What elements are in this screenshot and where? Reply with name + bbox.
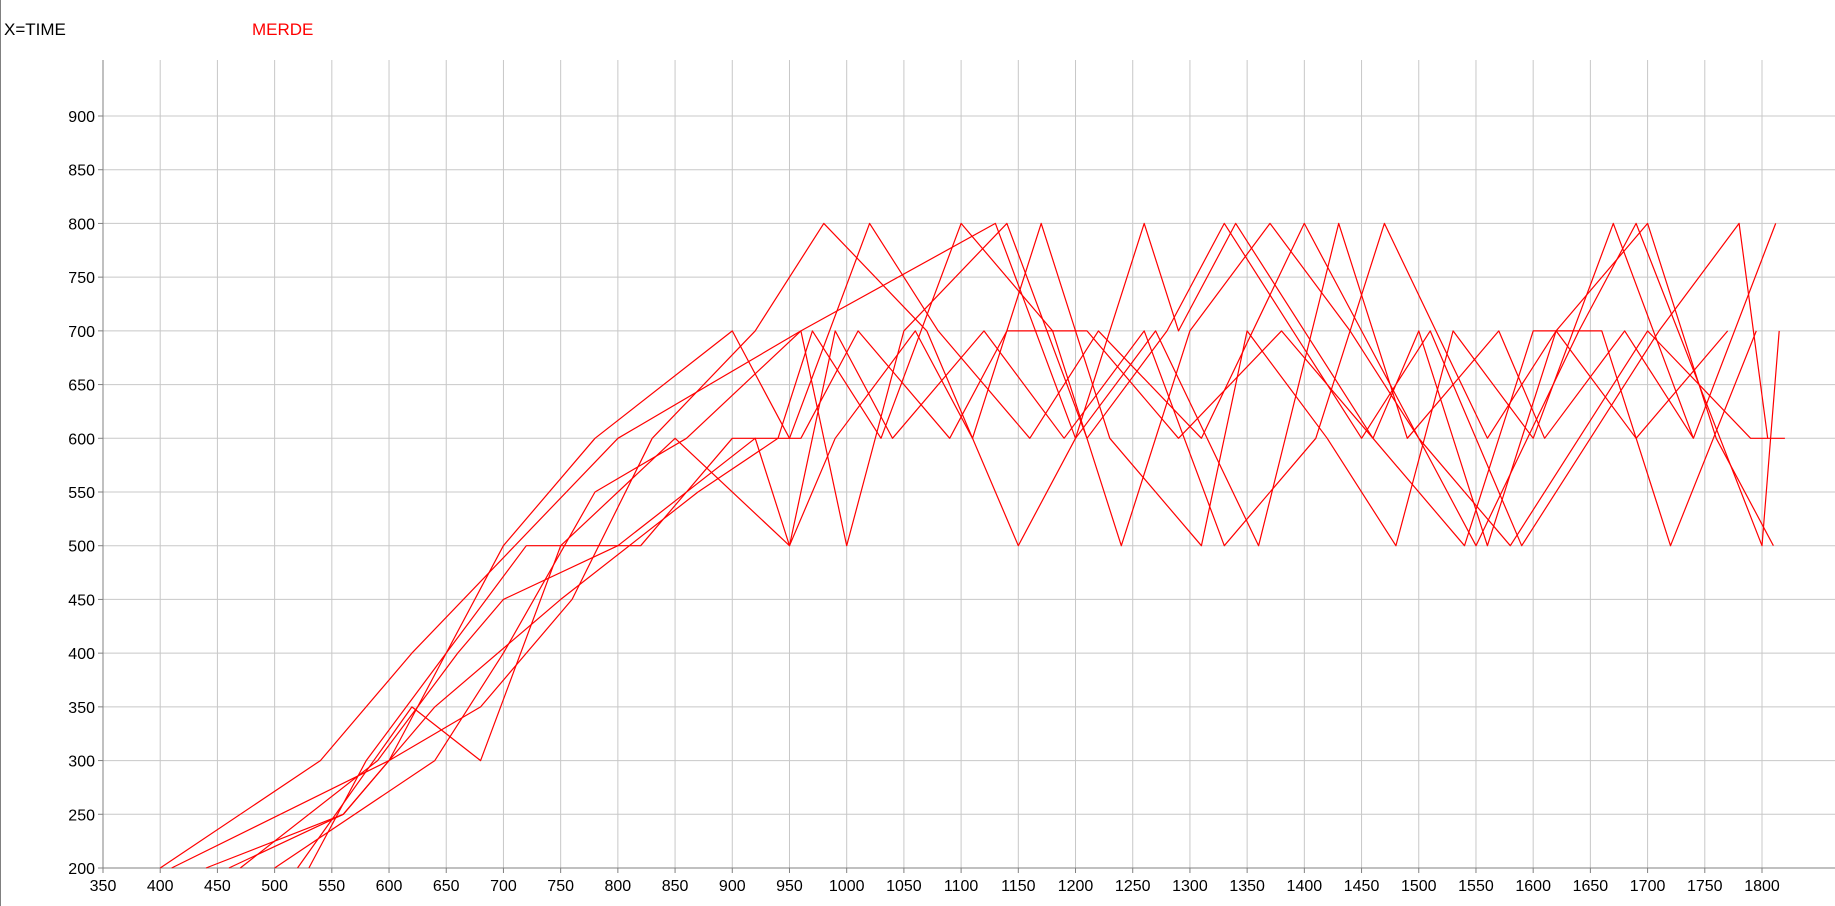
x-tick-label: 1100 (944, 878, 979, 895)
y-tick-label: 250 (68, 807, 95, 824)
x-tick-label: 550 (318, 878, 345, 895)
x-axis-label: X=TIME (4, 20, 66, 39)
x-tick-label: 850 (662, 878, 689, 895)
x-tick-label: 1450 (1344, 878, 1380, 895)
x-tick-label: 1050 (886, 878, 922, 895)
x-tick-labels: 350 400 450 500 550 600 650 700 750 800 850 900 950 1… (90, 878, 1780, 895)
y-tick-label: 800 (68, 216, 95, 233)
series-lines (159, 222, 1785, 869)
x-tick-label: 1350 (1229, 878, 1265, 895)
x-tick-label: 650 (433, 878, 460, 895)
x-tick-label: 1200 (1058, 878, 1094, 895)
x-tick-label: 1600 (1515, 878, 1551, 895)
y-tick-label: 600 (68, 431, 95, 448)
series-line-8 (308, 330, 1757, 869)
grid-lines (103, 60, 1835, 868)
y-tick-label: 450 (68, 592, 95, 609)
x-tick-label: 700 (490, 878, 517, 895)
y-tick-label: 300 (68, 754, 95, 771)
series-line-6 (274, 222, 1769, 869)
axes (98, 60, 1835, 873)
x-tick-label: 1000 (829, 878, 865, 895)
x-tick-label: 1800 (1744, 878, 1780, 895)
y-tick-label: 550 (68, 485, 95, 502)
y-tick-label: 350 (68, 700, 95, 717)
x-tick-label: 1700 (1630, 878, 1666, 895)
y-tick-label: 850 (68, 163, 95, 180)
x-tick-label: 450 (204, 878, 231, 895)
legend-series-label: MERDE (252, 20, 314, 39)
y-tick-label: 500 (68, 539, 95, 556)
series-line-4 (239, 222, 1729, 869)
x-tick-label: 1150 (1001, 878, 1036, 895)
x-tick-label: 600 (376, 878, 403, 895)
x-tick-label: 350 (90, 878, 117, 895)
y-tick-labels: 200 250 300 350 400 450 500 550 600 650 700 750 800 8… (68, 109, 95, 878)
window-left-border (0, 0, 1, 906)
y-tick-label: 700 (68, 324, 95, 341)
x-tick-label: 1550 (1458, 878, 1494, 895)
x-tick-label: 400 (147, 878, 174, 895)
x-tick-label: 800 (605, 878, 632, 895)
x-tick-label: 750 (547, 878, 574, 895)
x-tick-label: 900 (719, 878, 746, 895)
x-tick-label: 1250 (1115, 878, 1151, 895)
y-tick-label: 400 (68, 646, 95, 663)
x-tick-label: 500 (261, 878, 288, 895)
y-tick-label: 200 (68, 861, 95, 878)
x-tick-label: 1300 (1172, 878, 1208, 895)
series-line-7 (228, 222, 1694, 869)
x-tick-label: 1500 (1401, 878, 1437, 895)
y-tick-label: 900 (68, 109, 95, 126)
x-tick-label: 1750 (1687, 878, 1723, 895)
y-tick-label: 650 (68, 378, 95, 395)
y-tick-label: 750 (68, 270, 95, 287)
x-tick-label: 1400 (1287, 878, 1323, 895)
x-tick-label: 950 (776, 878, 803, 895)
x-tick-label: 1650 (1573, 878, 1609, 895)
